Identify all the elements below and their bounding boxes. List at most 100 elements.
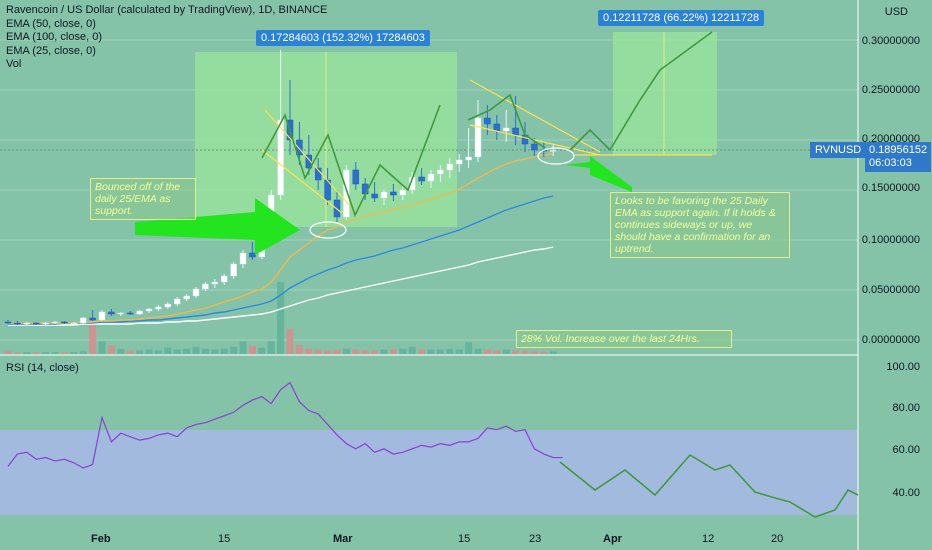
candle-body xyxy=(14,322,21,325)
candle-body xyxy=(32,322,40,325)
date-label: Mar xyxy=(333,533,353,545)
candle-body xyxy=(465,156,472,161)
candle-body xyxy=(155,306,162,310)
ema-50-line xyxy=(8,195,554,325)
candle-body xyxy=(220,275,228,283)
volume-bar xyxy=(549,351,557,354)
volume-bar xyxy=(277,282,285,354)
candle-body xyxy=(352,169,360,185)
volume-bar xyxy=(183,348,191,354)
date-label: 15 xyxy=(218,533,231,545)
chart-title: Ravencoin / US Dollar (calculated by Tra… xyxy=(6,4,328,16)
rsi-label[interactable]: RSI (14, close) xyxy=(6,362,79,374)
candle-body xyxy=(42,322,49,325)
volume-bar xyxy=(230,346,238,354)
volume-bar xyxy=(399,348,407,354)
volume-bar xyxy=(389,349,397,354)
price-tick: 0.25000000 xyxy=(861,84,920,96)
indicator-ema-100[interactable]: EMA (100, close, 0) xyxy=(6,31,102,43)
date-label: Feb xyxy=(91,533,111,545)
candle-body xyxy=(390,191,397,196)
candle-body xyxy=(61,321,68,324)
candle-body xyxy=(493,123,501,132)
price-tick: 0.00000000 xyxy=(861,334,920,346)
volume-bar xyxy=(248,345,256,354)
volume-bar xyxy=(136,350,144,354)
candle-body xyxy=(173,298,181,305)
wedge-line-upper-2 xyxy=(469,79,601,153)
date-label: Apr xyxy=(603,533,622,545)
date-label: 15 xyxy=(458,533,471,545)
volume-bar xyxy=(211,349,219,354)
candle-body xyxy=(183,295,190,300)
candle-body xyxy=(51,321,59,324)
last-price: 0.18956152 xyxy=(869,144,928,156)
candle-body xyxy=(89,317,96,321)
volume-bar xyxy=(201,348,209,354)
volume-bar xyxy=(333,349,341,354)
volume-bar xyxy=(530,351,538,354)
candle-body xyxy=(70,322,78,325)
candle-body xyxy=(117,312,125,315)
volume-bar xyxy=(465,342,473,354)
volume-bar xyxy=(117,348,125,354)
candle-body xyxy=(211,281,219,285)
volume-bar xyxy=(107,345,115,354)
volume-bar xyxy=(220,348,228,354)
projection-forecast xyxy=(569,31,713,152)
symbol-badge[interactable]: RVNUSD xyxy=(810,142,867,158)
volume-bar xyxy=(4,351,12,354)
candle-body xyxy=(192,288,200,297)
candle-body xyxy=(474,117,482,158)
volume-bar xyxy=(89,325,97,354)
rsi-line xyxy=(7,381,563,469)
volume-bar xyxy=(314,349,322,354)
volume-bar xyxy=(305,348,313,354)
candle-body xyxy=(437,169,444,175)
candle-body xyxy=(455,159,463,165)
volume-bar xyxy=(295,345,303,354)
volume-bar xyxy=(342,348,350,354)
last-price-badge: 0.18956152 06:03:03 xyxy=(865,142,932,172)
ema-lines xyxy=(8,153,554,326)
rsi-tick: 80.00 xyxy=(892,402,920,414)
volume-bar xyxy=(70,352,78,354)
volume-bar xyxy=(126,350,134,354)
candle-body xyxy=(427,173,435,182)
volume-bar xyxy=(521,350,529,354)
indicator-ema-50[interactable]: EMA (50, close, 0) xyxy=(6,17,96,30)
indicator-ema-25[interactable]: EMA (25, close, 0) xyxy=(6,44,96,57)
candle-body xyxy=(98,311,106,321)
volume-bar xyxy=(145,349,153,354)
volume-bar xyxy=(371,350,379,354)
candle-body xyxy=(446,163,454,171)
candle-body xyxy=(296,139,303,156)
candle-body xyxy=(79,317,87,324)
measure-tag-first: 0.17284603 (152.32%) 17284603 xyxy=(256,30,430,46)
rsi-tick: 40.00 xyxy=(892,487,920,499)
volume-bar xyxy=(286,328,294,354)
volume-bar xyxy=(154,350,162,354)
candle-body xyxy=(418,176,425,182)
chart-header: Ravencoin / US Dollar (calculated by Tra… xyxy=(6,4,327,72)
measure-tag-second: 0.12211728 (66.22%) 12211728 xyxy=(598,10,765,26)
volume-bar xyxy=(258,347,266,354)
price-tick: 0.05000000 xyxy=(861,284,920,296)
candle-body xyxy=(126,312,134,315)
measure-zone-second xyxy=(613,32,717,155)
bar-countdown: 06:03:03 xyxy=(869,157,912,169)
indicator-vol[interactable]: Vol xyxy=(6,58,22,70)
candle-body xyxy=(343,169,350,218)
big-arrow-left xyxy=(565,156,632,192)
volume-bar xyxy=(42,352,50,354)
big-arrow-right xyxy=(135,198,300,255)
volume-bar xyxy=(98,341,106,354)
volume-bar xyxy=(352,349,360,354)
volume-bar xyxy=(79,351,87,354)
volume-bar xyxy=(164,347,172,354)
candle-body xyxy=(202,283,209,290)
volume-bar xyxy=(361,350,369,354)
volume-bar xyxy=(502,349,510,354)
currency-label: USD xyxy=(884,6,908,18)
volume-bar xyxy=(267,341,275,354)
